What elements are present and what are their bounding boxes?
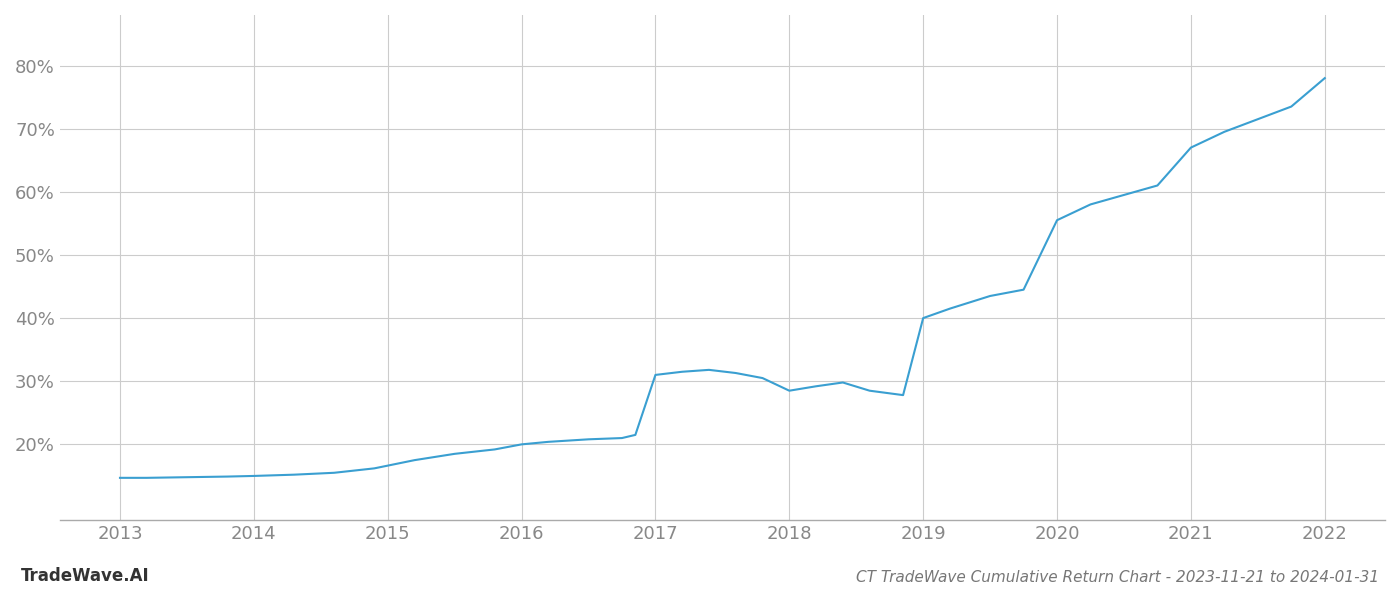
Text: CT TradeWave Cumulative Return Chart - 2023-11-21 to 2024-01-31: CT TradeWave Cumulative Return Chart - 2…	[855, 570, 1379, 585]
Text: TradeWave.AI: TradeWave.AI	[21, 567, 150, 585]
